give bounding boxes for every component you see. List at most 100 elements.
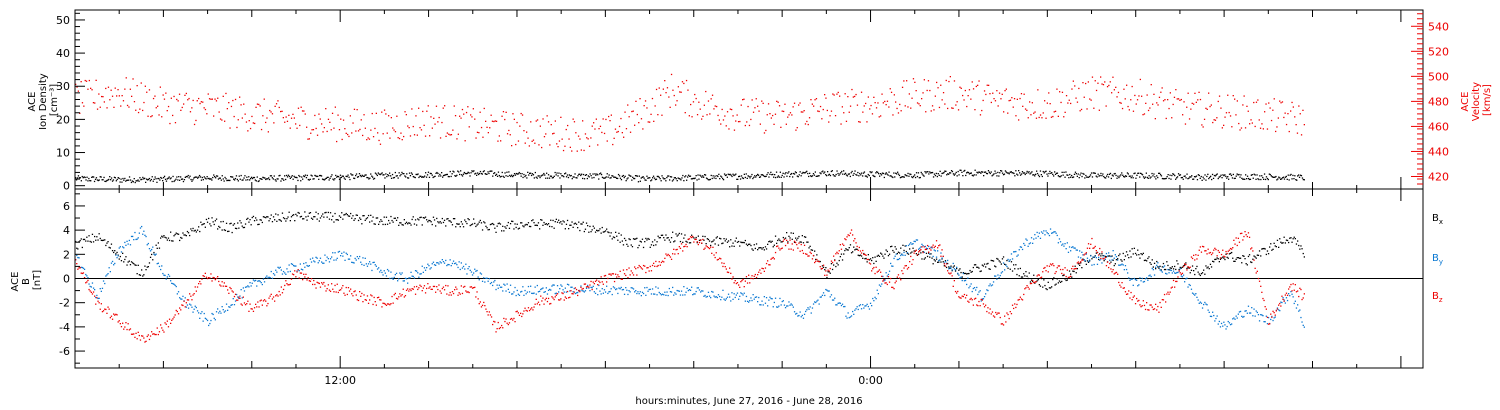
velocity-point	[849, 105, 852, 107]
bx-point	[158, 247, 161, 249]
velocity-point	[990, 101, 992, 104]
by-point	[211, 312, 213, 315]
density-point	[984, 171, 987, 173]
bz-point	[233, 295, 236, 298]
density-point	[689, 175, 692, 177]
bx-point	[680, 233, 683, 235]
velocity-point	[1029, 101, 1031, 103]
bx-point	[1184, 264, 1186, 266]
by-point	[526, 291, 528, 293]
velocity-point	[389, 137, 391, 139]
bx-point	[1152, 266, 1154, 268]
density-point	[847, 173, 850, 175]
bx-point	[203, 223, 205, 225]
density-point	[1213, 174, 1216, 177]
bx-point	[370, 214, 372, 216]
by-point	[380, 269, 382, 271]
by-point	[166, 276, 168, 278]
bx-point	[326, 216, 328, 218]
by-point	[570, 286, 572, 288]
bz-point	[373, 296, 375, 299]
bz-point	[79, 267, 81, 269]
density-point	[865, 175, 867, 177]
by-point	[405, 278, 408, 280]
by-point	[162, 272, 164, 275]
by-point	[843, 306, 845, 308]
by-point	[765, 297, 768, 299]
bx-point	[920, 252, 922, 254]
density-point	[1136, 174, 1138, 176]
by-point	[512, 293, 514, 295]
bx-point	[278, 219, 280, 221]
by-point	[175, 285, 177, 288]
by-point	[580, 285, 582, 287]
velocity-point	[729, 108, 731, 110]
velocity-point	[975, 85, 977, 88]
density-point	[1301, 177, 1304, 179]
bx-point	[1103, 260, 1105, 262]
density-point	[595, 174, 597, 176]
by-point	[1020, 246, 1023, 248]
bz-point	[97, 300, 99, 302]
velocity-point	[601, 131, 603, 134]
by-point	[278, 267, 280, 269]
by-point	[611, 293, 613, 296]
by-point	[791, 304, 793, 306]
bx-point	[206, 221, 209, 223]
by-point	[915, 239, 917, 241]
velocity-point	[947, 107, 949, 110]
density-point	[552, 176, 554, 179]
bx-point	[284, 218, 286, 220]
bx-point	[651, 241, 654, 243]
by-point	[764, 302, 767, 304]
velocity-point	[921, 98, 923, 100]
density-point	[407, 177, 409, 179]
by-point	[365, 263, 367, 265]
density-point	[1205, 179, 1207, 181]
by-point	[686, 287, 688, 289]
bx-point	[275, 213, 277, 215]
density-point	[827, 171, 829, 173]
by-point	[1052, 232, 1054, 234]
by-point	[1301, 321, 1303, 323]
bx-point	[354, 218, 356, 220]
velocity-point	[423, 124, 425, 126]
density-point	[1030, 172, 1032, 174]
by-point	[660, 294, 663, 296]
bz-point	[579, 291, 581, 293]
density-point	[1218, 176, 1220, 178]
by-point	[751, 299, 753, 302]
velocity-point	[992, 92, 994, 94]
velocity-point	[586, 137, 588, 139]
density-point	[540, 175, 542, 177]
density-point	[862, 175, 864, 177]
velocity-point	[748, 124, 751, 127]
density-point	[990, 171, 992, 173]
density-point	[844, 173, 846, 175]
bz-point	[429, 286, 431, 288]
by-point	[1134, 279, 1137, 281]
density-point	[838, 174, 840, 176]
bx-point	[242, 226, 244, 229]
bx-point	[1228, 253, 1231, 255]
bx-point	[442, 221, 445, 224]
density-point	[1073, 173, 1076, 175]
by-point	[905, 245, 907, 247]
bx-point	[91, 233, 94, 235]
by-point	[822, 292, 825, 294]
bx-point	[735, 237, 737, 239]
bz-point	[479, 301, 481, 303]
density-point	[965, 174, 967, 177]
density-point	[338, 178, 341, 180]
bx-point	[1100, 255, 1102, 257]
velocity-point	[467, 106, 469, 108]
velocity-point	[658, 87, 660, 89]
velocity-point	[651, 97, 654, 100]
bx-point	[483, 221, 485, 223]
velocity-point	[789, 112, 792, 114]
density-point	[1142, 176, 1145, 178]
by-point	[1112, 250, 1114, 252]
density-point	[104, 180, 106, 182]
bz-point	[247, 300, 249, 302]
